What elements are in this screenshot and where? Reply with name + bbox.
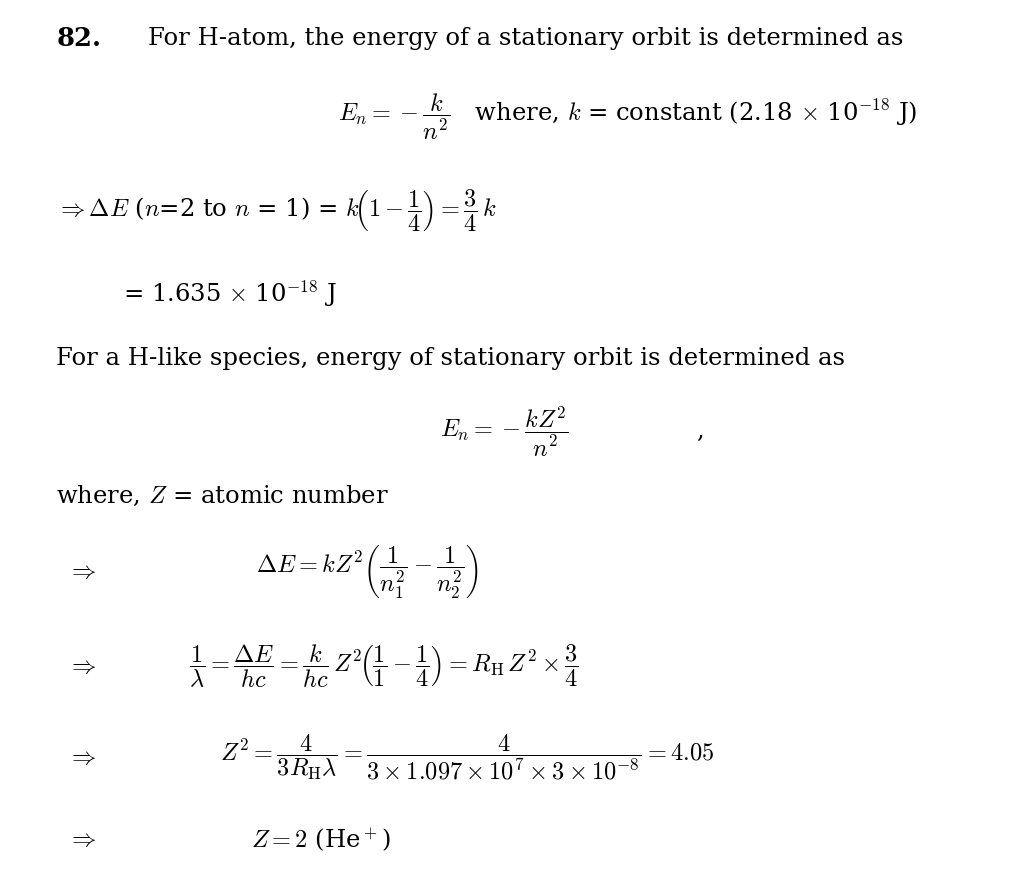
- Text: For a H-like species, energy of stationary orbit is determined as: For a H-like species, energy of stationa…: [56, 347, 846, 370]
- Text: 82.: 82.: [56, 26, 101, 51]
- Text: $\Delta E = kZ^2\left(\dfrac{1}{n_1^2} - \dfrac{1}{n_2^2}\right)$: $\Delta E = kZ^2\left(\dfrac{1}{n_1^2} -…: [256, 543, 478, 600]
- Text: $\Rightarrow$: $\Rightarrow$: [67, 655, 96, 678]
- Text: $Z = 2$ (He$^+$): $Z = 2$ (He$^+$): [251, 826, 391, 854]
- Text: $E_n = -\dfrac{kZ^2}{n^2}$: $E_n = -\dfrac{kZ^2}{n^2}$: [440, 404, 569, 459]
- Text: For H-atom, the energy of a stationary orbit is determined as: For H-atom, the energy of a stationary o…: [148, 27, 904, 50]
- Text: $E_n = -\dfrac{k}{n^2}$   where, $k$ = constant (2.18 $\times$ 10$^{-18}$ J): $E_n = -\dfrac{k}{n^2}$ where, $k$ = con…: [338, 91, 918, 143]
- Text: $\Rightarrow$: $\Rightarrow$: [67, 828, 96, 851]
- Text: $\dfrac{1}{\lambda} = \dfrac{\Delta E}{hc} = \dfrac{k}{hc}\,Z^2\!\left(\dfrac{1}: $\dfrac{1}{\lambda} = \dfrac{\Delta E}{h…: [189, 642, 580, 690]
- Text: where, $Z$ = atomic number: where, $Z$ = atomic number: [56, 484, 389, 509]
- Text: $\Rightarrow$: $\Rightarrow$: [67, 746, 96, 769]
- Text: $\Rightarrow \Delta E$ ($n$=2 to $n$ = 1) = $k\!\left(1 - \dfrac{1}{4}\right) = : $\Rightarrow \Delta E$ ($n$=2 to $n$ = 1…: [56, 188, 497, 234]
- Text: = 1.635 $\times$ 10$^{-18}$ J: = 1.635 $\times$ 10$^{-18}$ J: [123, 279, 337, 309]
- Text: $Z^2 = \dfrac{4}{3R_{\mathrm{H}}\lambda} = \dfrac{4}{3 \times 1.097 \times 10^7 : $Z^2 = \dfrac{4}{3R_{\mathrm{H}}\lambda}…: [220, 733, 715, 782]
- Text: $\Rightarrow$: $\Rightarrow$: [67, 560, 96, 583]
- Text: ,: ,: [696, 420, 703, 443]
